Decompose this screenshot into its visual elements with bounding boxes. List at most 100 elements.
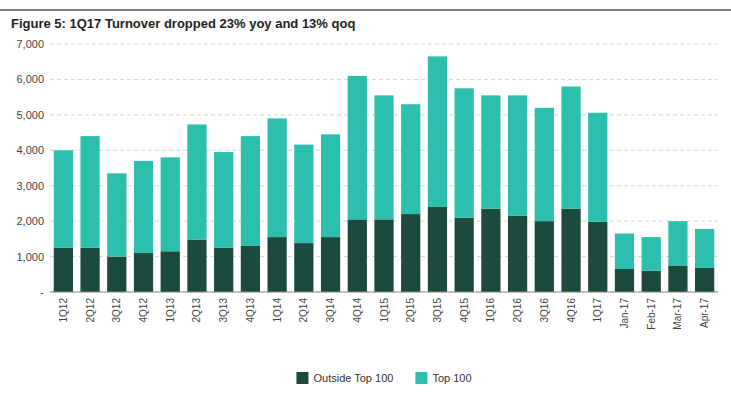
bar [588,113,607,222]
bar [107,257,126,292]
x-tick-label: Apr-17 [699,298,710,328]
bar [561,209,580,292]
grid-line [50,44,718,45]
bar [401,104,420,214]
bar [481,95,500,208]
x-tick-label: Feb-17 [646,298,657,330]
x-tick-label: 3Q13 [218,298,229,323]
x-tick-label: 4Q13 [245,298,256,323]
bar [588,222,607,292]
grid-line [50,292,718,293]
series [54,56,715,270]
bar [134,253,153,292]
y-tick-label: 3,000 [16,180,44,192]
y-tick-label: - [40,286,44,298]
bar [481,209,500,292]
bar [294,145,313,243]
bar [241,136,260,246]
x-tick-label: 4Q12 [138,298,149,323]
y-tick-label: 5,000 [16,109,44,121]
bar [161,251,180,292]
bar [561,87,580,209]
bar [214,248,233,292]
bar [134,161,153,253]
chart-container: Figure 5: 1Q17 Turnover dropped 23% yoy … [0,0,731,404]
bar [294,243,313,292]
bar [348,219,367,292]
x-tick-label: 2Q15 [405,298,416,323]
grid [50,44,718,292]
x-axis-line [50,292,718,293]
legend: Outside Top 100 Top 100 [296,372,471,384]
bar [695,229,714,268]
bar [428,56,447,207]
legend-label: Top 100 [432,372,471,384]
bar [642,237,661,271]
x-tick-label: Mar-17 [672,298,683,330]
legend-swatch [296,372,308,384]
x-tick-label: 1Q15 [379,298,390,323]
x-tick-label: 2Q13 [191,298,202,323]
y-tick-label: 7,000 [16,38,44,50]
chart-svg: Figure 5: 1Q17 Turnover dropped 23% yoy … [0,0,731,404]
x-tick-label: 1Q13 [165,298,176,323]
x-tick-label: Jan-17 [619,298,630,329]
bar [187,124,206,239]
bar [668,221,687,265]
x-tick-label: 1Q17 [592,298,603,323]
bar [508,95,527,215]
x-tick-label: 3Q16 [539,298,550,323]
bar [695,268,714,292]
bar [268,118,287,237]
bar [668,265,687,292]
bar [241,246,260,292]
y-tick-label: 4,000 [16,144,44,156]
y-tick-label: 2,000 [16,215,44,227]
bar [268,237,287,292]
bar [535,108,554,221]
y-tick-label: 6,000 [16,73,44,85]
bar [187,240,206,292]
bar [374,95,393,219]
bar [428,207,447,292]
bar [321,237,340,292]
y-tick-label: 1,000 [16,251,44,263]
x-tick-label: 2Q12 [85,298,96,323]
title-rule [0,9,731,11]
x-tick-label: 1Q16 [485,298,496,323]
x-axis: 1Q12 2Q12 3Q12 4Q12 1Q13 2Q13 3Q13 4Q13 1Q14 2Q14… [50,292,718,330]
bar [80,248,99,292]
bar [321,134,340,237]
x-tick-label: 3Q14 [325,298,336,323]
bar [455,218,474,292]
bar [54,248,73,292]
x-tick-label: 3Q12 [111,298,122,323]
bar [642,271,661,292]
bar [161,157,180,251]
bar [374,219,393,292]
x-tick-label: 2Q14 [298,298,309,323]
bar [508,216,527,292]
bar [80,136,99,248]
bar [401,214,420,292]
grid-line [50,79,718,80]
x-tick-label: 4Q16 [566,298,577,323]
legend-label: Outside Top 100 [313,372,393,384]
bar [54,150,73,247]
legend-swatch [415,372,427,384]
bars [54,56,715,292]
bar [107,173,126,256]
x-tick-label: 3Q15 [432,298,443,323]
x-tick-label: 2Q16 [512,298,523,323]
x-tick-label: 4Q14 [352,298,363,323]
legend-item: Top 100 [415,372,471,384]
x-tick-label: 1Q14 [272,298,283,323]
bar [348,76,367,219]
x-tick-label: 1Q12 [58,298,69,323]
bar [214,152,233,248]
bar [535,221,554,292]
bar [455,88,474,217]
legend-item: Outside Top 100 [296,372,393,384]
y-axis: - 1,000 2,000 3,000 4,000 5,000 6,000 7,000 [16,38,44,298]
bar [615,234,634,269]
